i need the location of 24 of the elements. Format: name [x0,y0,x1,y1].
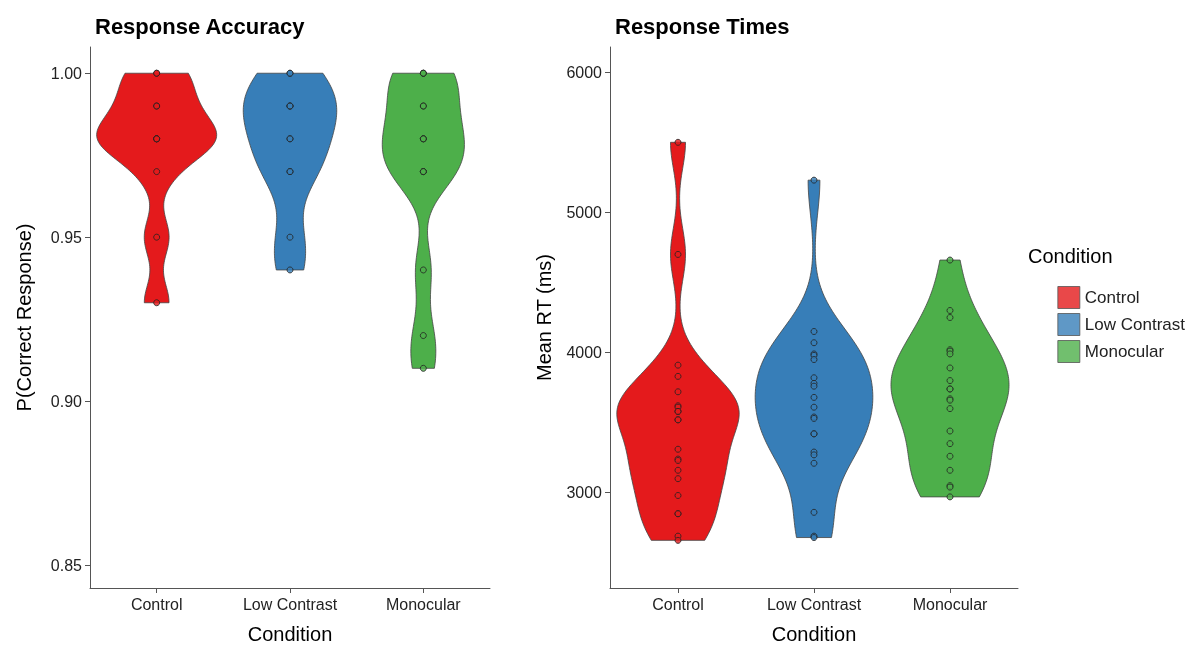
legend-label: Monocular [1084,342,1165,361]
x-tick-label: Monocular [912,595,989,613]
y-tick-label: 1.00 [50,64,83,82]
x-tick-label: Low Contrast [242,595,338,613]
x-axis-title: Condition [247,623,333,645]
y-axis-title: P(Correct Response) [13,223,35,412]
x-tick-label: Control [130,595,183,613]
y-tick-label: 0.95 [50,228,83,246]
y-tick-label: 4000 [566,344,603,362]
y-tick-label: 0.85 [50,556,83,574]
y-tick-label: 6000 [566,63,603,81]
chart-title: Response Times [615,13,790,39]
legend-title: Condition [1028,245,1113,267]
chart-title: Response Accuracy [95,13,306,39]
x-axis-title: Condition [771,623,857,645]
y-axis-title: Mean RT (ms) [533,253,555,382]
y-tick-label: 5000 [566,203,603,221]
y-tick-label: 3000 [566,484,603,502]
y-tick-label: 0.90 [50,392,83,410]
legend-label: Low Contrast [1084,315,1186,334]
x-tick-label: Control [652,595,704,613]
x-tick-label: Monocular [385,595,462,613]
legend-label: Control [1084,288,1140,307]
x-tick-label: Low Contrast [766,595,862,613]
